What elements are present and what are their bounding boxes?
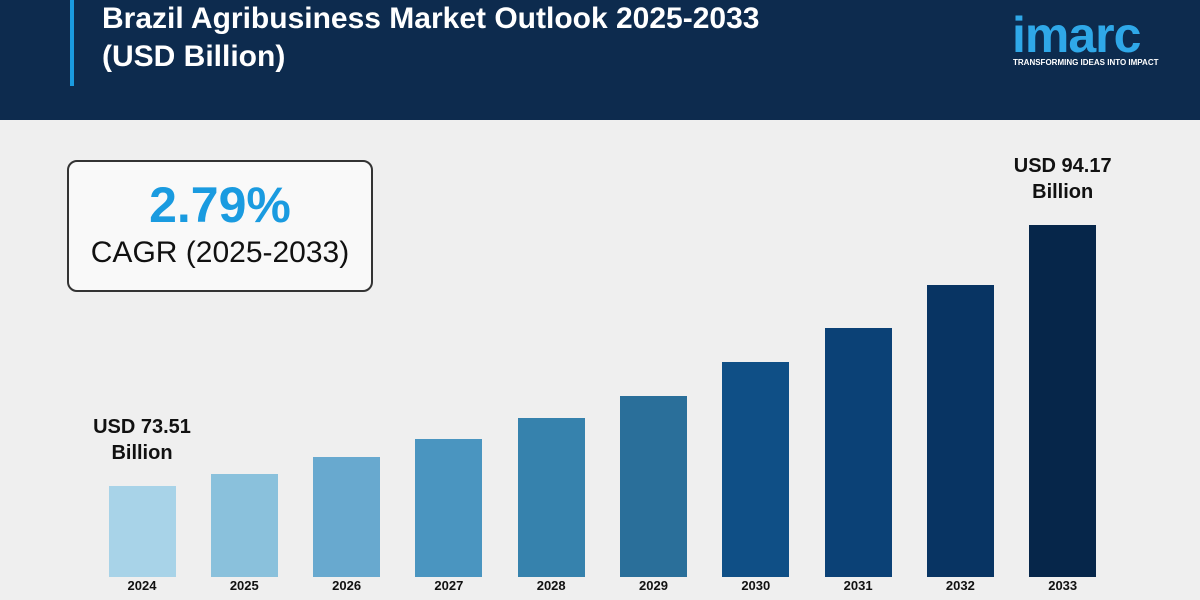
cagr-label: CAGR (2025-2033) (90, 236, 350, 269)
value-label: USD 73.51 Billion (93, 415, 191, 464)
bar (210, 473, 278, 577)
x-tick-label: 2032 (945, 578, 975, 593)
x-tick-label: 2025 (229, 578, 259, 593)
bar (108, 485, 176, 577)
bar (517, 417, 585, 577)
bar (620, 395, 687, 577)
x-tick-label: 2024 (127, 578, 157, 593)
tagline: TRANSFORMING IDEAS INTO IMPACT (1013, 58, 1159, 67)
x-tick-label: 2026 (332, 578, 362, 593)
x-tick-label: 2029 (639, 578, 668, 593)
bar (313, 456, 381, 577)
x-tick-label: 2027 (434, 578, 464, 593)
chart-title: Brazil Agribusiness Market Outlook 2025-… (102, 2, 760, 73)
cagr-box: 2.79% CAGR (2025-2033) (67, 160, 373, 292)
bar (722, 361, 790, 577)
bar (926, 284, 994, 577)
header: Brazil Agribusiness Market Outlook 2025-… (0, 0, 1200, 120)
cagr-value: 2.79% (149, 177, 291, 233)
x-tick-label: 2030 (741, 578, 771, 593)
bar (415, 438, 483, 577)
x-tick-label: 2031 (843, 578, 873, 593)
value-label: USD 94.17 Billion (1013, 154, 1112, 203)
x-tick-label: 2028 (536, 578, 566, 593)
logo: imarc (1012, 7, 1141, 63)
bar (1029, 224, 1097, 577)
x-tick-label: 2033 (1048, 578, 1078, 593)
bar (824, 327, 892, 577)
accent-line (70, 0, 74, 86)
